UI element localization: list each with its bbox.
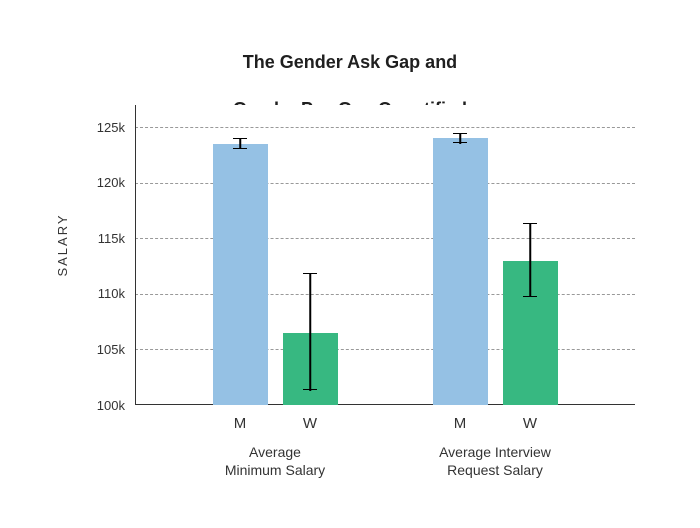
gridline: [135, 294, 635, 295]
bar: [503, 261, 558, 405]
bar-label: W: [503, 415, 558, 432]
chart-container: The Gender Ask Gap and Gender Pay Gap Qu…: [0, 0, 700, 528]
y-tick-label: 100k: [77, 398, 125, 413]
gridline: [135, 238, 635, 239]
gridline: [135, 183, 635, 184]
title-line-1: The Gender Ask Gap and: [243, 52, 457, 72]
x-axis-line: [135, 404, 635, 405]
gridline: [135, 349, 635, 350]
y-tick-label: 105k: [77, 342, 125, 357]
bar-label: W: [283, 415, 338, 432]
y-axis-line: [135, 105, 136, 405]
bar-label: M: [433, 415, 488, 432]
bar-label: M: [213, 415, 268, 432]
y-tick-label: 120k: [77, 175, 125, 190]
bar: [213, 144, 268, 405]
y-axis-label: SALARY: [55, 195, 70, 295]
y-tick-label: 125k: [77, 120, 125, 135]
group-label: Average Interview Request Salary: [403, 443, 588, 479]
gridline: [135, 127, 635, 128]
bar: [283, 333, 338, 405]
plot-area: [135, 105, 635, 405]
y-tick-label: 115k: [77, 231, 125, 246]
y-tick-label: 110k: [77, 286, 125, 301]
bar: [433, 138, 488, 405]
group-label: Average Minimum Salary: [183, 443, 368, 479]
